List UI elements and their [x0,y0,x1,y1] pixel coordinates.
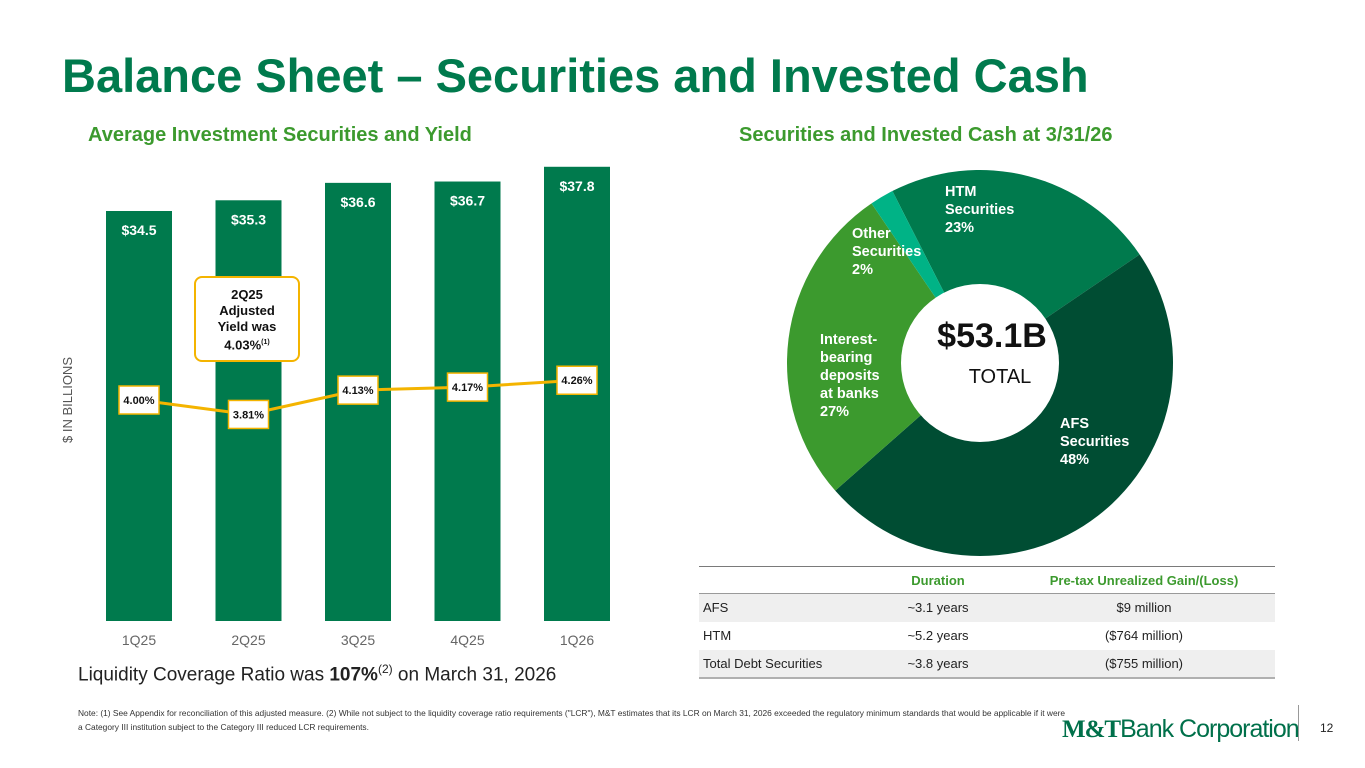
yield-label: 3.81% [233,409,264,421]
bar-1Q25 [106,211,172,621]
table-cell: ($755 million) [1013,649,1275,679]
securities-donut-chart: $53.1B TOTAL HTM Securities 23% AFS Securities… [787,170,1173,556]
bar-value-label: $36.7 [450,193,485,209]
donut-chart-title: Securities and Invested Cash at 3/31/26 [739,124,1113,146]
yield-marker [556,365,598,395]
table-cell: ~3.8 years [863,649,1013,679]
table-cell: ($764 million) [1104,628,1184,643]
x-tick-label: 3Q25 [341,632,375,648]
callout-line2: Adjusted [219,303,275,318]
table-header-blank [699,566,863,594]
x-tick-label: 2Q25 [231,632,265,648]
lcr-footnote-ref: (2) [377,662,393,676]
bar-chart-title: Average Investment Securities and Yield [88,124,472,146]
yield-marker [118,385,160,415]
table-header-row: Duration Pre-tax Unrealized Gain/(Loss) [699,566,1275,594]
page-title: Balance Sheet – Securities and Invested … [62,49,1089,102]
table-cell: HTM [703,628,732,643]
table-cell: ~3.1 years [863,593,1013,622]
yield-label: 4.17% [452,382,483,394]
table-row: Total Debt Securities ~3.8 years ($755 m… [699,649,1275,679]
bar-value-label: $35.3 [231,211,266,227]
donut-slice-3 [787,203,980,491]
yield-marker [337,375,379,405]
donut-slice-label: Other Securities 2% [852,226,921,278]
table-cell: ~5.2 years [907,628,969,643]
yield-label: 4.26% [561,375,592,387]
x-tick-label: 4Q25 [450,632,484,648]
callout-footnote-ref: (1) [261,339,270,346]
page-number: 12 [1320,721,1334,735]
logo-mark: M&T [1062,716,1121,743]
donut-slice-label: HTM Securities 23% [945,184,1014,236]
callout-value: 4.03% [224,337,262,353]
callout-line3: Yield was [217,319,277,334]
table-cell: $9 million [1013,593,1275,622]
lcr-value: 107% [329,664,378,686]
callout-line1: 2Q25 [231,287,263,302]
footnote: Note: (1) See Appendix for reconciliatio… [78,708,1066,732]
yield-label: 4.13% [342,385,373,397]
yield-label: 4.00% [123,395,154,407]
x-tick-label: 1Q26 [560,632,594,648]
table-row: AFS ~3.1 years $9 million [699,593,1275,622]
lcr-suffix: on March 31, 2026 [392,664,557,686]
table-cell: AFS [699,593,863,622]
bar-value-label: $36.6 [340,194,375,210]
lcr-prefix: Liquidity Coverage Ratio was [78,664,330,686]
donut-slice-label: AFS Securities 48% [1060,416,1129,468]
callout-line4: 4.03%(1) [196,335,298,353]
logo-divider [1298,705,1299,741]
securities-bar-chart: $ IN BILLIONS $34.5 1Q25 $35.3 2Q25 $36.6 3Q25… [60,166,610,648]
donut-total-label: TOTAL [969,366,1032,388]
donut-total-value: $53.1B [937,317,1047,355]
company-logo: M&TBank Corporation [1062,715,1300,744]
yield-marker [227,399,270,430]
table-header-duration: Duration [863,566,1013,594]
adjusted-yield-callout: 2Q25 Adjusted Yield was 4.03%(1) [194,276,300,362]
bar-value-label: $37.8 [559,178,594,194]
donut-slice-1 [892,170,1140,363]
lcr-statement: Liquidity Coverage Ratio was 107%(2) on … [78,662,556,686]
donut-slice-label: Interest-bearing deposits at banks 27% [820,332,880,420]
bar-value-label: $34.5 [121,222,156,238]
logo-wordmark: Bank Corporation [1120,715,1300,743]
donut-hole [901,284,1059,442]
duration-table: Duration Pre-tax Unrealized Gain/(Loss) … [699,566,1275,679]
y-axis-label: $ IN BILLIONS [60,357,75,443]
table-header-gain-loss: Pre-tax Unrealized Gain/(Loss) [1013,566,1275,594]
table-cell: Total Debt Securities [699,649,863,679]
x-tick-label: 1Q25 [122,632,156,648]
table-row: HTM ~5.2 years ($764 million) [699,622,1275,650]
yield-marker [446,372,489,402]
